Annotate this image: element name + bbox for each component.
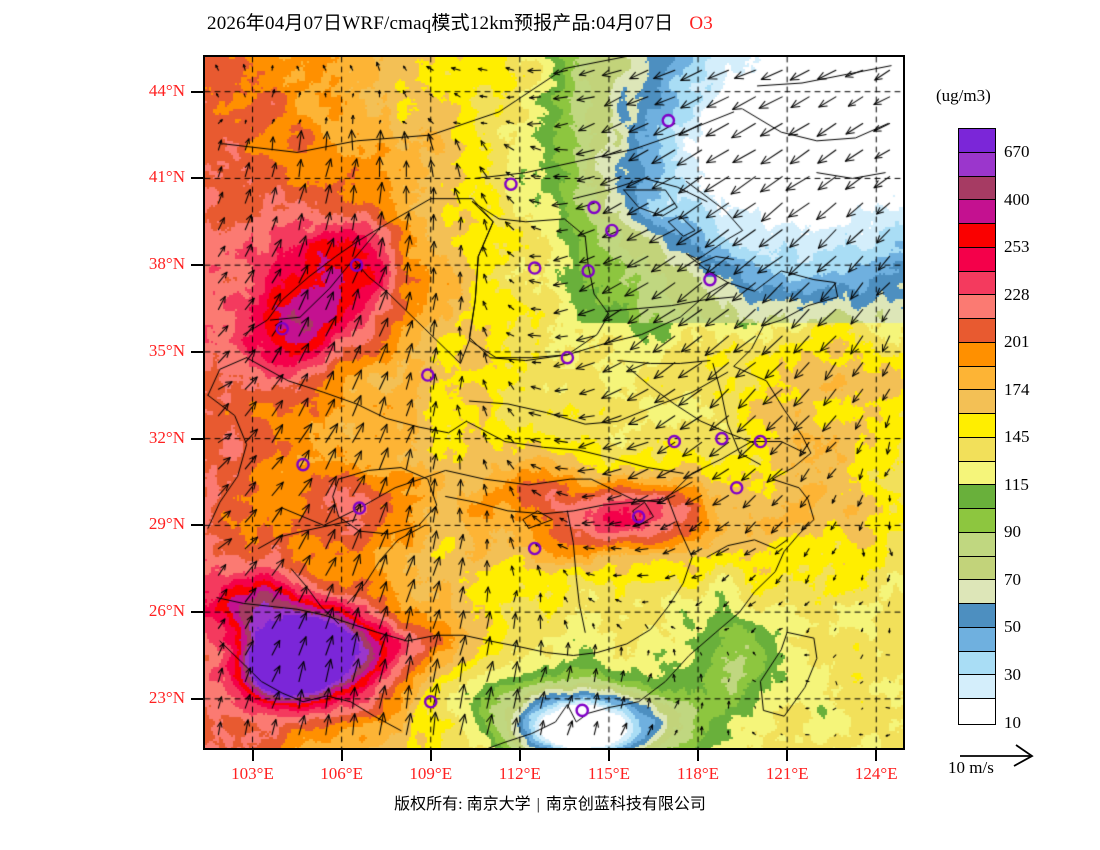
lon-tick: [518, 750, 521, 761]
lat-axis-label: 29°N: [148, 514, 185, 534]
copyright-right: 南京创蓝科技有限公司: [545, 796, 706, 813]
lon-axis-label: 103°E: [231, 764, 274, 783]
lat-axis-label: 44°N: [148, 80, 185, 100]
lat-tick: [191, 350, 203, 353]
colorbar-segment: [959, 461, 995, 486]
copyright-left: 版权所有: 南京大学: [394, 796, 531, 813]
colorbar-tick-label: 30: [1004, 664, 1021, 684]
lon-tick: [786, 750, 789, 761]
lon-axis-label: 109°E: [409, 764, 453, 783]
colorbar-segment: [959, 675, 995, 700]
colorbar-segment: [959, 295, 995, 320]
colorbar-segment: [959, 390, 995, 415]
colorbar-segment: [959, 271, 995, 296]
lat-axis-label: 26°N: [148, 601, 185, 621]
lat-tick: [191, 611, 203, 614]
colorbar-segment: [959, 604, 995, 628]
lon-tick: [875, 750, 878, 761]
colorbar-tick-label: 50: [1004, 617, 1021, 637]
wind-scale-arrow: [952, 742, 1082, 788]
colorbar-segment: [959, 366, 995, 391]
colorbar-tick-label: 145: [1004, 427, 1030, 447]
colorbar-segment: [959, 627, 995, 652]
title-main-text: 2026年04月07日WRF/cmaq模式12km预报产品:04月07日: [207, 13, 674, 34]
colorbar-units-label: (ug/m3): [936, 86, 991, 105]
concentration-field-canvas: [205, 57, 903, 748]
colorbar-segment: [959, 556, 995, 581]
title-species-label: O3: [689, 13, 713, 34]
colorbar-segment: [959, 247, 995, 272]
colorbar-segment: [959, 129, 995, 153]
colorbar-segment: [959, 651, 995, 676]
wind-scale-label: 10 m/s: [948, 758, 994, 777]
lon-tick: [251, 750, 254, 761]
colorbar-segment: [959, 509, 995, 533]
lon-axis-label: 106°E: [320, 764, 363, 783]
lon-tick: [697, 750, 700, 761]
lat-axis-label: 32°N: [148, 427, 185, 447]
lat-tick: [191, 90, 203, 93]
lat-axis-label: 23°N: [148, 687, 185, 707]
map-plot-area[interactable]: [203, 55, 905, 750]
colorbar[interactable]: [958, 128, 996, 725]
colorbar-segment: [959, 152, 995, 177]
colorbar-segment: [959, 437, 995, 462]
copyright-footer: 版权所有: 南京大学 | 南京创蓝科技有限公司: [0, 790, 1100, 814]
colorbar-tick-label: 10: [1004, 712, 1021, 732]
colorbar-segment: [959, 224, 995, 248]
colorbar-tick-label: 115: [1004, 474, 1029, 494]
lat-tick: [191, 177, 203, 180]
colorbar-tick-label: 670: [1004, 142, 1030, 162]
lon-axis-label: 118°E: [677, 764, 720, 783]
colorbar-segment: [959, 699, 995, 723]
lat-axis-label: 38°N: [148, 254, 185, 274]
lat-tick: [191, 264, 203, 267]
colorbar-tick-label: 253: [1004, 237, 1030, 257]
lon-axis-label: 112°E: [498, 764, 541, 783]
colorbar-tick-label: 228: [1004, 284, 1030, 304]
lat-tick: [191, 437, 203, 440]
colorbar-segment: [959, 414, 995, 438]
lat-axis-label: 41°N: [148, 167, 185, 187]
colorbar-segment: [959, 532, 995, 557]
copyright-separator: |: [536, 796, 540, 813]
lat-tick: [191, 697, 203, 700]
lon-axis-label: 115°E: [587, 764, 630, 783]
colorbar-tick-label: 90: [1004, 522, 1021, 542]
colorbar-segment: [959, 485, 995, 510]
lon-tick: [340, 750, 343, 761]
lat-tick: [191, 524, 203, 527]
colorbar-segment: [959, 580, 995, 605]
colorbar-tick-label: 70: [1004, 569, 1021, 589]
page-title: 2026年04月07日WRF/cmaq模式12km预报产品:04月07日 O3: [0, 8, 920, 35]
colorbar-tick-label: 201: [1004, 332, 1030, 352]
colorbar-segment: [959, 319, 995, 343]
lon-tick: [429, 750, 432, 761]
colorbar-tick-label: 174: [1004, 379, 1030, 399]
lat-axis-label: 35°N: [148, 340, 185, 360]
lon-axis-label: 124°E: [854, 764, 898, 783]
colorbar-segment: [959, 200, 995, 225]
colorbar-tick-label: 400: [1004, 189, 1030, 209]
lon-axis-label: 121°E: [765, 764, 809, 783]
lon-tick: [607, 750, 610, 761]
colorbar-segment: [959, 342, 995, 367]
colorbar-segment: [959, 176, 995, 201]
